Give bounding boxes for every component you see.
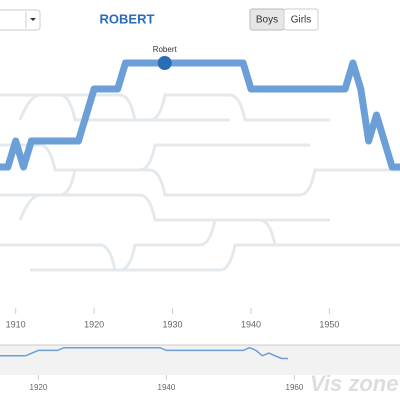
button-label: Girls: [291, 15, 312, 26]
dropdown[interactable]: [0, 9, 41, 31]
dropdown-caret: [30, 18, 36, 21]
x-tick-label: 1950: [319, 319, 339, 329]
girls-button[interactable]: [283, 8, 319, 31]
navigator-line: [0, 346, 288, 360]
marker: [157, 56, 172, 70]
title: ROBERT: [100, 11, 155, 26]
marker-label: Robert: [153, 45, 178, 54]
x-tick-label: 1910: [6, 319, 26, 329]
nav-tick-label: 1960: [286, 383, 304, 392]
series-line: [0, 59, 400, 171]
x-tick-label: 1930: [163, 319, 183, 329]
background-lines: [0, 93, 400, 272]
watermark: Vis zone: [310, 371, 398, 396]
nav-tick-label: 1920: [30, 383, 48, 392]
nav-tick-label: 1940: [158, 383, 176, 392]
x-tick-label: 1940: [241, 319, 261, 329]
button-label: Boys: [256, 15, 278, 26]
x-tick-label: 1920: [84, 319, 104, 329]
